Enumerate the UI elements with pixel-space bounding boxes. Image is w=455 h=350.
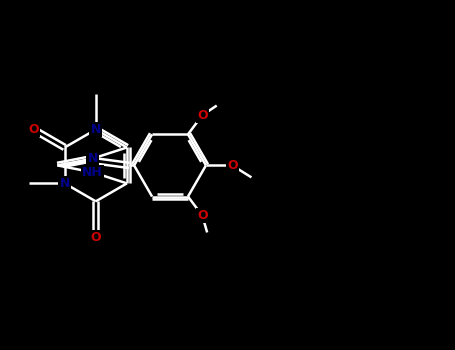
Text: O: O — [91, 231, 101, 244]
Text: N: N — [91, 123, 101, 136]
Text: O: O — [197, 108, 207, 122]
Text: N: N — [87, 152, 98, 165]
Text: N: N — [60, 177, 70, 190]
Text: O: O — [227, 159, 238, 172]
Text: O: O — [28, 123, 39, 136]
Text: O: O — [197, 209, 207, 222]
Text: NH: NH — [82, 166, 103, 179]
